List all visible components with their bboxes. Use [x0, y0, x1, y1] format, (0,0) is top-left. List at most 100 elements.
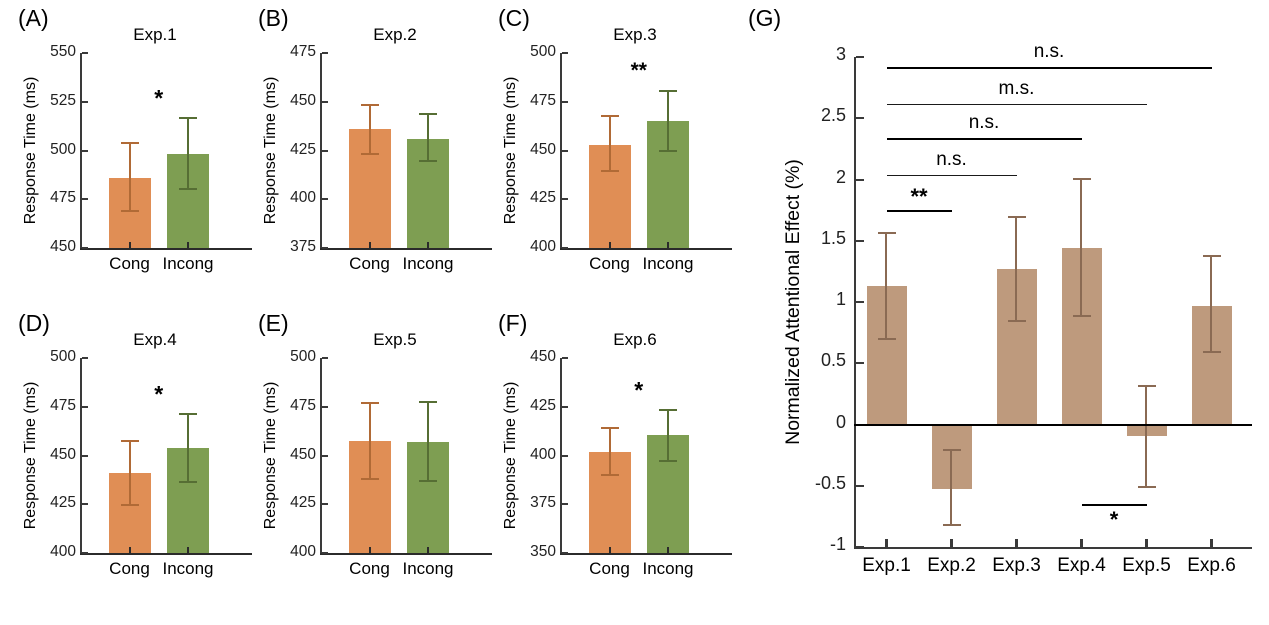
- x-tick-label: Exp.4: [1057, 555, 1106, 576]
- y-axis-line: [80, 53, 82, 249]
- error-bar-cap-top: [1137, 385, 1156, 388]
- y-axis-line: [560, 53, 562, 249]
- y-tick-label: 400: [290, 189, 316, 207]
- x-tick-label: Exp.2: [927, 555, 976, 576]
- y-tick-label: 425: [530, 396, 556, 414]
- error-bar-cap-top: [659, 90, 677, 93]
- x-tick-label: Cong: [109, 559, 150, 578]
- error-bar-cap-bottom: [1072, 314, 1091, 317]
- panel-letter: (F): [498, 310, 528, 336]
- x-tick-label: Exp.6: [1187, 555, 1236, 576]
- y-axis-title: Response Time (ms): [502, 76, 519, 225]
- panel-d: (D) Exp.4 400 425 450 475 500 Cong Incong * Respon…: [18, 310, 253, 610]
- panel-g: (G) -1 -0.5 0 0.5 1 1.5 2 2.5 3 Exp.1 Exp.2 Exp.3 Exp…: [748, 5, 1263, 620]
- y-tick-label: 425: [290, 140, 316, 158]
- y-axis-line: [80, 358, 82, 554]
- y-tick-label: 425: [290, 494, 316, 512]
- error-bar-cap-bottom: [659, 150, 677, 153]
- y-tick-label: 450: [290, 91, 316, 109]
- error-bar-cap-bottom: [600, 169, 619, 172]
- error-bar-cap-bottom: [659, 460, 677, 463]
- panel-letter: (B): [258, 5, 289, 31]
- y-axis-line: [320, 358, 322, 554]
- x-tick: [187, 547, 189, 553]
- y-tick-label: 475: [530, 91, 556, 109]
- y-tick-label: 400: [50, 543, 76, 560]
- y-tick: [856, 178, 864, 181]
- y-tick-label: 475: [50, 396, 76, 414]
- y-tick-label: 2.5: [820, 105, 846, 126]
- panel-title: Exp.4: [133, 330, 177, 349]
- zero-line: [854, 423, 1252, 426]
- error-bar-cap-top: [120, 141, 139, 144]
- error-bar-cap-top: [179, 412, 197, 415]
- y-tick-label: 1: [835, 289, 846, 309]
- y-tick: [82, 405, 88, 408]
- error-bar-cap-bottom: [120, 504, 139, 507]
- error-bar-cap-bottom: [1137, 486, 1156, 489]
- error-bar-line: [885, 232, 888, 340]
- x-tick: [368, 242, 371, 248]
- error-bar-cap-bottom: [179, 480, 197, 483]
- y-axis-title: Response Time (ms): [502, 381, 519, 530]
- error-bar-cap-bottom: [120, 209, 139, 212]
- y-axis-line: [560, 358, 562, 554]
- x-tick: [667, 547, 669, 553]
- y-tick-label: 500: [50, 140, 76, 158]
- x-tick: [128, 547, 131, 553]
- y-axis-line: [320, 53, 322, 249]
- y-tick: [562, 454, 568, 457]
- panel-b: (B) Exp.2 375 400 425 450 475 Cong Incong Respons…: [258, 5, 493, 305]
- y-tick-label: 400: [290, 543, 316, 560]
- error-bar-line: [1080, 178, 1083, 317]
- error-bar-line: [667, 90, 669, 153]
- x-tick: [128, 242, 131, 248]
- y-tick: [856, 56, 864, 59]
- y-tick: [82, 198, 88, 201]
- x-tick: [427, 547, 429, 553]
- y-tick-label: 500: [530, 43, 556, 60]
- y-tick-label: 525: [50, 91, 76, 109]
- y-tick-label: 425: [530, 189, 556, 207]
- error-bar-cap-top: [360, 401, 379, 404]
- y-axis-title: Response Time (ms): [262, 76, 279, 225]
- panel-title: Exp.2: [373, 25, 417, 44]
- x-tick-label: Exp.3: [992, 555, 1041, 576]
- y-tick: [856, 301, 864, 304]
- y-tick: [562, 100, 568, 103]
- error-bar-cap-top: [419, 113, 437, 116]
- panel-c: (C) Exp.3 400 425 450 475 500 Cong Incong ** Respo…: [498, 5, 733, 305]
- y-tick-label: 450: [530, 140, 556, 158]
- x-tick: [1210, 539, 1213, 547]
- panel-title: Exp.6: [613, 330, 657, 349]
- y-tick-label: 400: [530, 445, 556, 463]
- x-tick-label: Exp.5: [1122, 555, 1171, 576]
- comparison-bracket: [886, 103, 1147, 106]
- y-tick: [82, 247, 88, 249]
- y-tick: [322, 503, 328, 506]
- x-tick: [608, 242, 611, 248]
- panel-letter: (D): [18, 310, 50, 336]
- error-bar-cap-bottom: [942, 524, 961, 527]
- y-tick-label: 0: [835, 411, 846, 432]
- error-bar-cap-top: [600, 427, 619, 430]
- comparison-label: *: [1109, 507, 1119, 533]
- x-axis-line: [560, 248, 732, 250]
- error-bar-cap-bottom: [419, 479, 437, 482]
- y-tick: [856, 117, 864, 120]
- y-tick: [322, 149, 328, 152]
- y-tick-label: 550: [50, 43, 76, 60]
- y-axis-title: Response Time (ms): [22, 76, 39, 225]
- comparison-label: n.s.: [968, 111, 1000, 133]
- error-bar-line: [608, 115, 611, 172]
- x-axis-line: [320, 553, 492, 555]
- x-tick: [885, 539, 888, 547]
- x-tick-label: Cong: [349, 254, 390, 273]
- error-bar-cap-bottom: [419, 160, 437, 163]
- error-bar-line: [950, 449, 953, 527]
- y-tick-label: 0.5: [820, 350, 846, 371]
- error-bar-line: [667, 408, 669, 463]
- x-tick-label: Incong: [642, 254, 694, 273]
- y-tick-label: 450: [290, 445, 316, 463]
- y-tick: [322, 52, 328, 54]
